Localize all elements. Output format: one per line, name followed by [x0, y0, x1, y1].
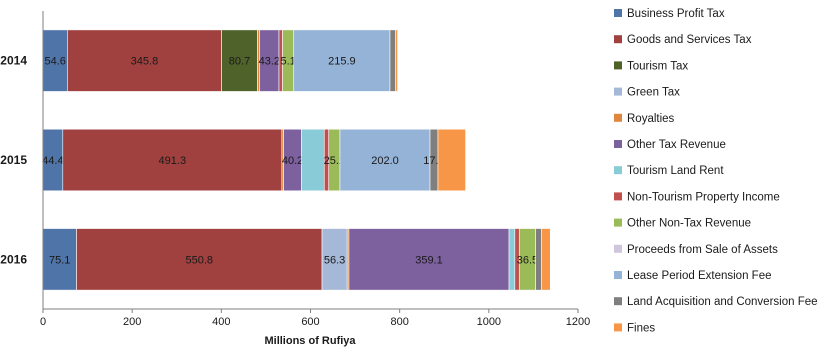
data-label: 56.3	[324, 254, 345, 266]
legend-label: Non-Tourism Property Income	[627, 191, 780, 203]
data-label: 345.8	[131, 56, 159, 68]
data-label: 202.0	[371, 155, 399, 167]
legend-label: Royalties	[627, 113, 675, 125]
x-tick-label: 0	[40, 316, 46, 328]
data-label: 80.7	[229, 56, 250, 68]
x-tick-label: 400	[212, 316, 230, 328]
legend-label: Other Non-Tax Revenue	[627, 218, 751, 230]
legend-swatch	[614, 323, 622, 332]
category-label: 2016	[0, 252, 27, 266]
bar-segment	[42, 29, 68, 92]
data-label: 550.8	[185, 254, 213, 266]
legend-label: Fines	[627, 322, 655, 334]
bar-segment	[62, 128, 283, 192]
data-label: 215.9	[328, 56, 356, 68]
bar-segment	[339, 128, 431, 192]
data-label: 36.5	[517, 254, 538, 266]
bar-segment	[293, 29, 391, 92]
legend-swatch	[614, 113, 622, 122]
legend-label: Business Profit Tax	[627, 8, 725, 20]
bar-segment	[348, 228, 510, 291]
legend-swatch	[614, 61, 622, 70]
bar-segment	[301, 128, 325, 192]
data-label: 44.4	[42, 155, 63, 167]
bar-segment	[437, 128, 466, 192]
bar-segment	[67, 29, 222, 92]
data-label: 491.3	[159, 155, 187, 167]
legend-swatch	[614, 192, 622, 201]
x-tick-label: 800	[390, 316, 408, 328]
legend-label: Proceeds from Sale of Assets	[627, 244, 778, 256]
legend-swatch	[614, 140, 622, 148]
x-tick-labels: 0 200 400 600 800 1000 1200	[40, 309, 590, 328]
legend-label: Green Tax	[627, 87, 680, 99]
x-tick-label: 600	[301, 316, 319, 328]
bars-layer: 54.6 345.8 80.7 43.2 5.1 215.944.4 491.3 40.2 25…	[42, 29, 551, 291]
bar-segment	[42, 228, 77, 291]
data-label: 75.1	[49, 254, 70, 266]
legend-label: Goods and Services Tax	[627, 34, 752, 46]
data-label: 40.2	[282, 155, 303, 167]
legend-swatch	[614, 9, 622, 17]
category-label: 2014	[0, 54, 27, 68]
legend-label: Land Acquisition and Conversion Fee	[627, 296, 818, 308]
category-labels: 2014 2015 2016	[0, 54, 27, 267]
bar-segment	[541, 228, 551, 291]
legend-swatch	[614, 166, 622, 175]
bar-segment	[389, 29, 396, 92]
x-tick-label: 1200	[566, 316, 590, 328]
legend-label: Tourism Land Rent	[627, 165, 724, 177]
bar-segment	[76, 228, 323, 291]
legend-swatch	[614, 218, 622, 227]
legend-label: Other Tax Revenue	[627, 139, 726, 151]
legend-swatch	[614, 271, 622, 279]
data-label: 43.2	[259, 56, 280, 68]
legend-swatch	[614, 244, 622, 253]
legend-swatch	[614, 297, 622, 306]
data-label: 359.1	[415, 254, 443, 266]
x-axis-title: Millions of Rufiya	[264, 335, 356, 347]
legend-label: Lease Period Extension Fee	[627, 270, 771, 282]
data-label: 54.6	[44, 56, 65, 68]
x-tick-label: 1000	[477, 316, 501, 328]
legend-swatch	[614, 87, 622, 96]
data-label: 5.1	[280, 56, 295, 68]
bar-segment	[508, 228, 516, 291]
x-tick-label: 200	[123, 316, 141, 328]
bar-segment	[395, 29, 398, 92]
legend: Business Profit Tax Goods and Services Ta…	[614, 8, 818, 334]
legend-label: Tourism Tax	[627, 60, 688, 72]
bar-segment	[321, 228, 348, 291]
bar-segment	[221, 29, 258, 92]
category-label: 2015	[0, 153, 27, 167]
bar-segment	[535, 228, 542, 291]
legend-swatch	[614, 35, 622, 44]
